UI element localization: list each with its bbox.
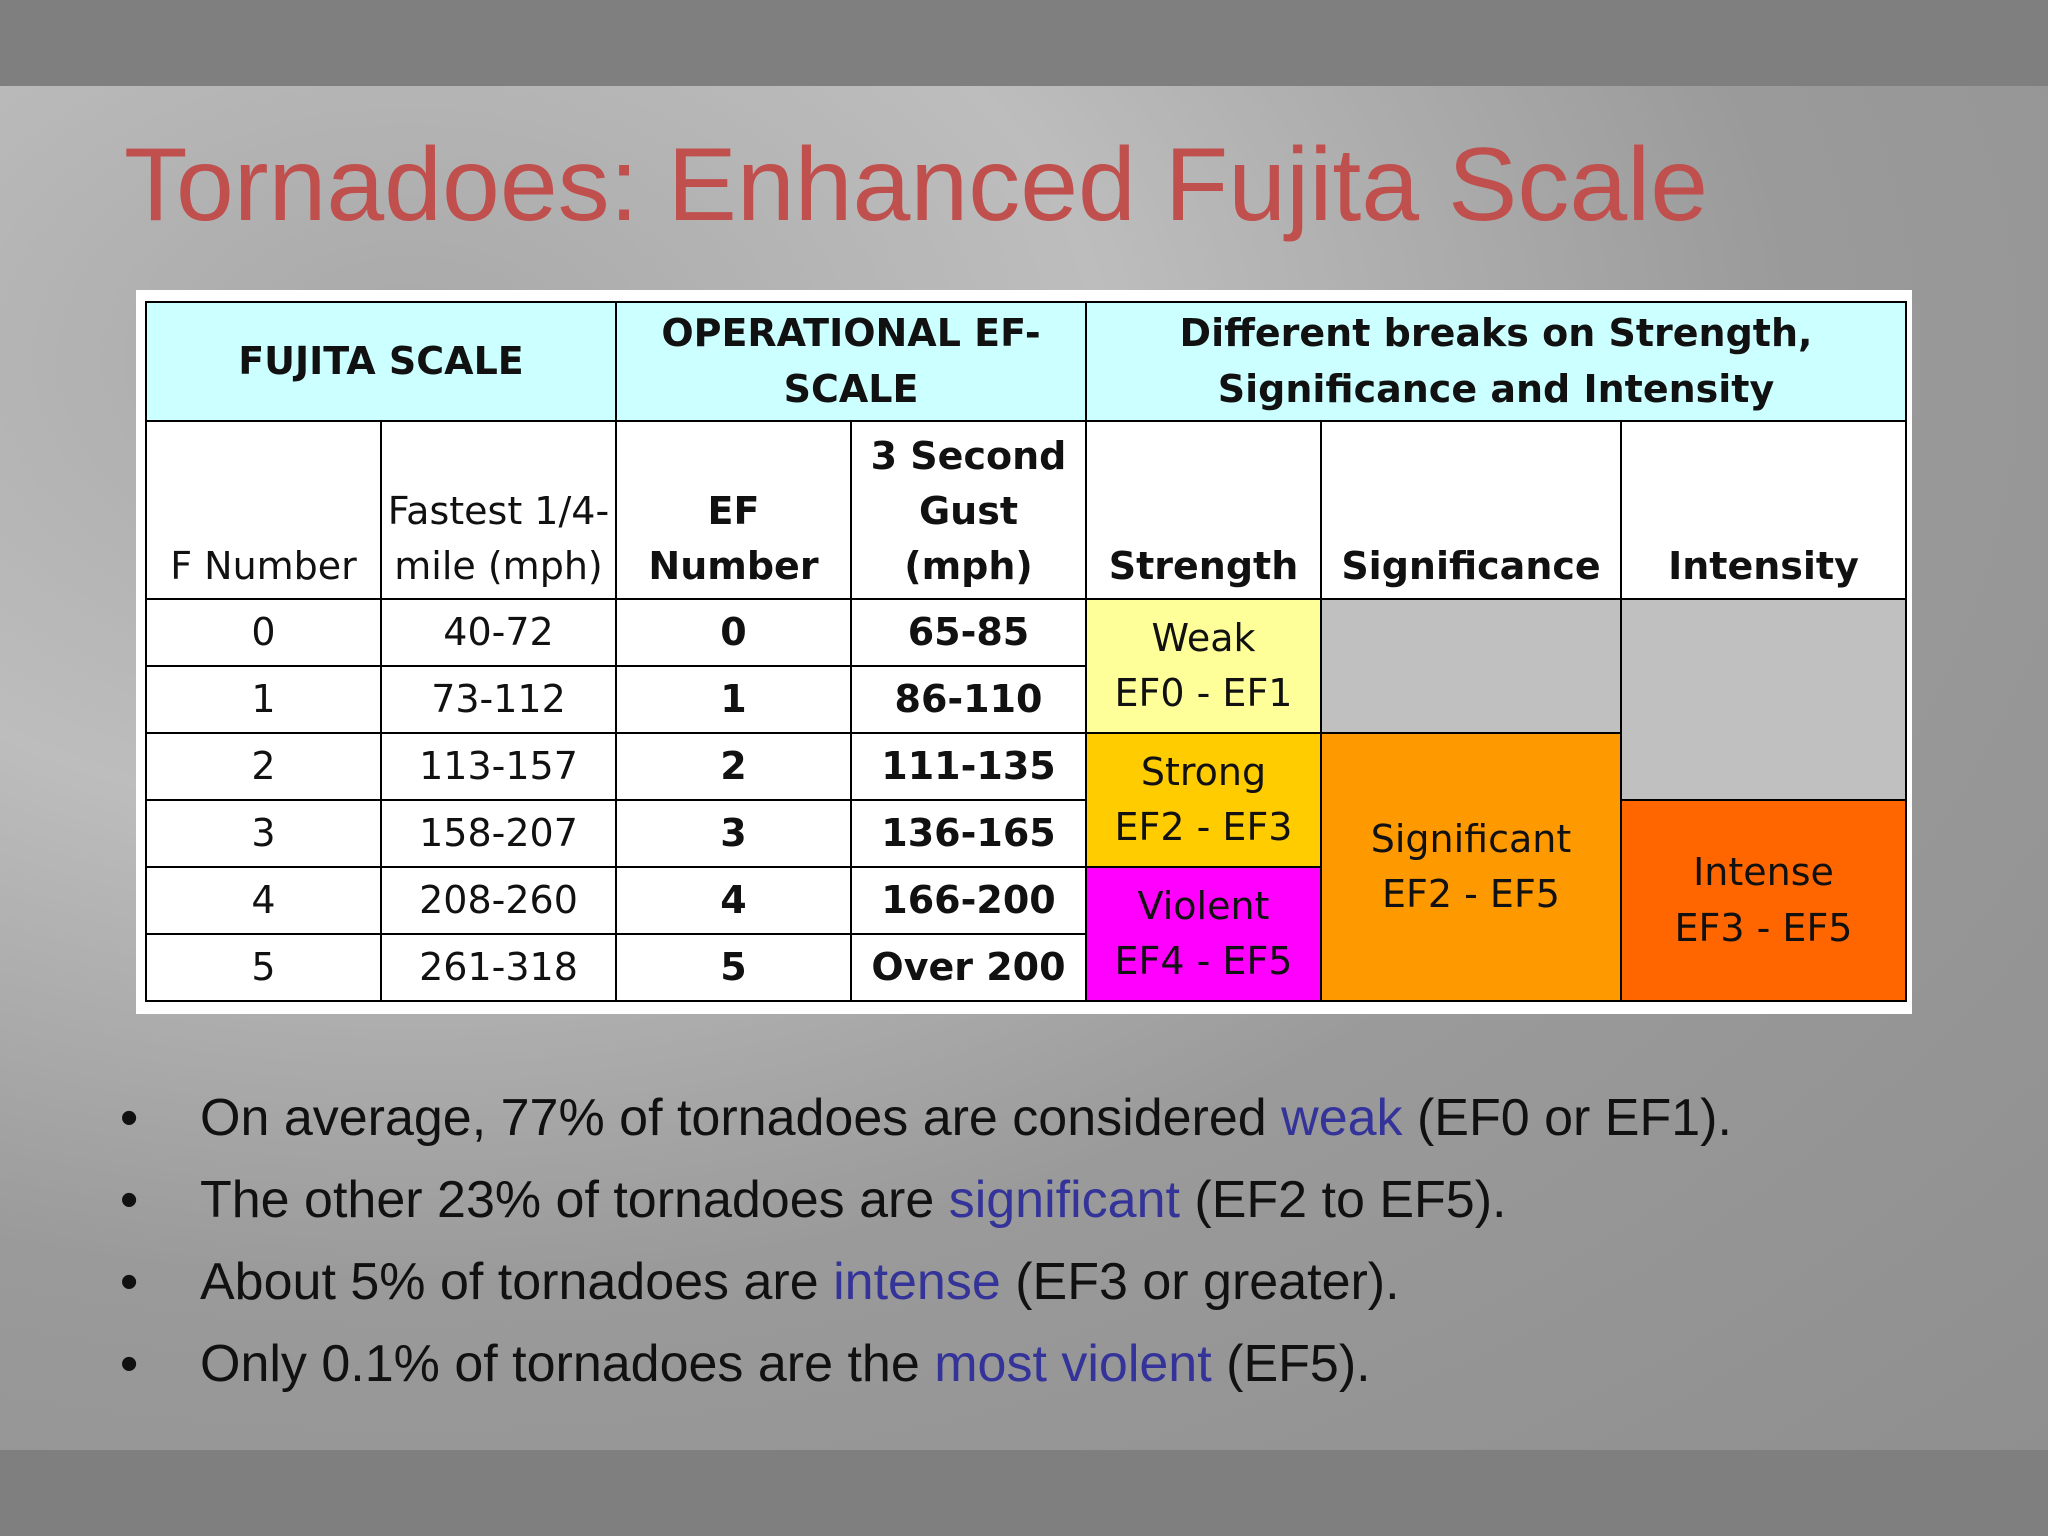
bullet-dot: • (120, 1089, 139, 1147)
bullet-text: (EF2 to EF5). (1179, 1171, 1507, 1229)
data-cell: 111-135 (850, 732, 1087, 801)
data-cell: 5 (615, 933, 852, 1002)
data-cell: 261-318 (380, 933, 617, 1002)
fujita-table: FUJITA SCALE OPERATIONAL EF-SCALE Differen… (145, 301, 1907, 1002)
category-range: EF0 - EF1 (1114, 671, 1293, 715)
category-range: EF2 - EF3 (1114, 805, 1293, 849)
header-cell: OPERATIONAL EF-SCALE (615, 301, 1087, 422)
bullet-highlight: significant (948, 1171, 1180, 1229)
subheader-cell: EF Number (615, 420, 852, 600)
category-cell: Intense EF3 - EF5 (1620, 799, 1907, 1002)
data-cell: 166-200 (850, 866, 1087, 935)
category-cell: Significant EF2 - EF5 (1320, 732, 1622, 1002)
subheader-cell: Intensity (1620, 420, 1907, 600)
category-label: Violent (1137, 883, 1270, 928)
data-cell: 136-165 (850, 799, 1087, 868)
category-range: EF2 - EF5 (1382, 872, 1560, 916)
data-cell: 158-207 (380, 799, 617, 868)
data-cell: 65-85 (850, 598, 1087, 667)
category-label: Significant (1370, 816, 1572, 861)
category-range: EF3 - EF5 (1674, 905, 1853, 950)
category-cell: Weak EF0 - EF1 (1085, 598, 1322, 734)
data-row: 2 113-157 2 111-135 Strong EF2 - EF3 Significa… (145, 732, 1906, 1002)
data-row: 0 40-72 0 65-85 Weak EF0 - EF1 (145, 598, 1907, 801)
subheader-cell: Significance (1320, 420, 1622, 600)
header-row: FUJITA SCALE OPERATIONAL EF-SCALE Differen… (145, 301, 1907, 422)
bullet-list: • On average, 77% of tornadoes are consid… (120, 1088, 1732, 1416)
subheader-cell: Strength (1085, 420, 1322, 600)
bullet-item: • About 5% of tornadoes are intense (EF3 … (120, 1252, 1732, 1334)
data-cell: 4 (145, 866, 382, 935)
data-cell: 73-112 (380, 665, 617, 734)
bullet-text: (EF0 or EF1). (1402, 1089, 1732, 1147)
data-cell: 208-260 (380, 866, 617, 935)
bullet-dot: • (120, 1253, 139, 1311)
bullet-highlight: most violent (934, 1335, 1212, 1393)
bullet-item: • Only 0.1% of tornadoes are the most vio… (120, 1334, 1732, 1416)
data-row: 4 208-260 4 166-200 Violent EF4 - EF5 (145, 866, 1906, 1002)
data-cell: 2 (145, 732, 382, 801)
bullet-text: On average, 77% of tornadoes are conside… (200, 1089, 1282, 1147)
table-frame: FUJITA SCALE OPERATIONAL EF-SCALE Differen… (136, 290, 1912, 1014)
subheader-row: F Number Fastest 1/4-mile (mph) EF Number 3… (145, 420, 1907, 600)
bullet-text: The other 23% of tornadoes are (200, 1171, 949, 1229)
bullet-dot: • (120, 1335, 139, 1393)
data-cell: 0 (615, 598, 852, 667)
category-label: Strong (1140, 749, 1267, 794)
bullet-item: • The other 23% of tornadoes are signific… (120, 1170, 1732, 1252)
data-cell: Over 200 (850, 933, 1087, 1002)
slide: Tornadoes: Enhanced Fujita Scale FUJITA … (0, 86, 2048, 1450)
data-cell: 113-157 (380, 732, 617, 801)
data-cell: 5 (145, 933, 382, 1002)
category-cell: Violent EF4 - EF5 (1085, 866, 1322, 1002)
data-row: 5 261-318 5 Over 200 (145, 933, 1906, 1002)
data-cell: 4 (615, 866, 852, 935)
category-label: Weak (1151, 615, 1256, 660)
bullet-item: • On average, 77% of tornadoes are consid… (120, 1088, 1732, 1170)
subheader-cell: 3 Second Gust (mph) (850, 420, 1087, 600)
bullet-dot: • (120, 1171, 139, 1229)
bullet-text: About 5% of tornadoes are (200, 1253, 834, 1311)
header-cell: Different breaks on Strength, Significan… (1085, 301, 1907, 422)
subheader-cell: F Number (145, 420, 382, 600)
category-range: EF4 - EF5 (1114, 939, 1293, 983)
bullet-highlight: intense (833, 1253, 1001, 1311)
data-cell: 1 (145, 665, 382, 734)
bullet-text: (EF5). (1211, 1335, 1371, 1393)
bullet-highlight: weak (1281, 1089, 1403, 1147)
data-cell: 3 (145, 799, 382, 868)
data-row: 3 158-207 3 136-165 Intense EF3 - EF5 (145, 799, 1907, 1002)
data-cell: 86-110 (850, 665, 1087, 734)
data-cell: 1 (615, 665, 852, 734)
data-cell: 2 (615, 732, 852, 801)
data-cell: 0 (145, 598, 382, 667)
category-label: Intense (1693, 850, 1834, 895)
bullet-text: (EF3 or greater). (1000, 1253, 1400, 1311)
data-cell: 40-72 (380, 598, 617, 667)
empty-cell (1620, 598, 1907, 801)
slide-title: Tornadoes: Enhanced Fujita Scale (124, 127, 1709, 243)
subheader-cell: Fastest 1/4-mile (mph) (380, 420, 617, 600)
data-row: 1 73-112 1 86-110 (145, 665, 1906, 734)
category-cell: Strong EF2 - EF3 (1085, 732, 1322, 868)
header-cell: FUJITA SCALE (145, 301, 617, 422)
empty-cell (1320, 598, 1622, 734)
data-cell: 3 (615, 799, 852, 868)
bullet-text: Only 0.1% of tornadoes are the (200, 1335, 935, 1393)
